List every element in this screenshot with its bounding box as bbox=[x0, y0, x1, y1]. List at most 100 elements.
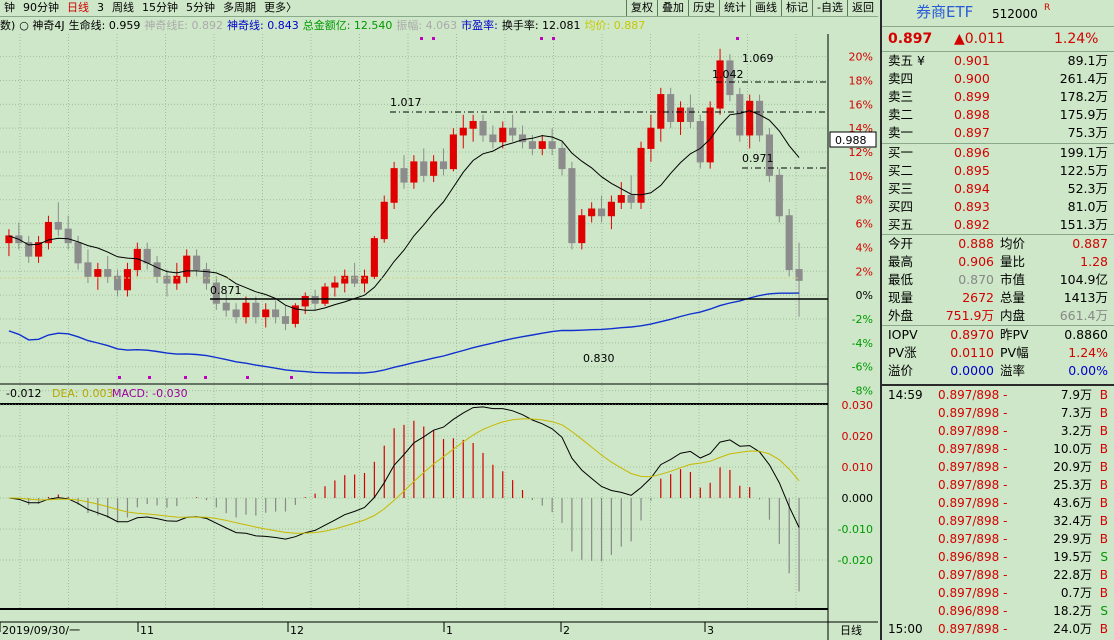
candle-body bbox=[449, 134, 457, 170]
ask-volume: 175.9万 bbox=[1059, 107, 1108, 122]
tick-price: 0.897/898 - bbox=[938, 514, 1008, 528]
price-axis-label: -6% bbox=[852, 361, 873, 374]
signal-marker bbox=[184, 376, 187, 379]
indicator-value: 神奇线E: 0.892 bbox=[144, 19, 223, 32]
period-tab[interactable]: 更多〉 bbox=[264, 1, 297, 14]
tick-side: B bbox=[1099, 478, 1108, 492]
kline-chart[interactable]: 20%18%16%14%12%10%8%6%4%2%0%-2%-4%-6%-8%… bbox=[0, 0, 878, 640]
stat-value: 1.28 bbox=[1080, 254, 1108, 269]
tick-list[interactable]: 14:59 0.897/898 -7.9万 B 0.897/898 -7.3万 B 0.8… bbox=[882, 384, 1114, 638]
candle-body bbox=[518, 134, 527, 143]
price-annotation: 0.971 bbox=[742, 152, 774, 165]
tick-side: B bbox=[1099, 532, 1108, 546]
price-annotation: 1.017 bbox=[390, 96, 422, 109]
candle-body bbox=[301, 296, 309, 307]
candle-body bbox=[262, 309, 270, 318]
date-axis-label: 12 bbox=[290, 624, 304, 637]
stat-label: 最高 bbox=[888, 254, 914, 269]
date-axis-label: 1 bbox=[446, 624, 453, 637]
candle-body bbox=[746, 100, 754, 136]
price-axis-label: 20% bbox=[849, 51, 873, 64]
toolbar-button[interactable]: 画线 bbox=[750, 0, 782, 16]
period-tab[interactable]: 5分钟 bbox=[186, 1, 215, 14]
security-code: 512000 bbox=[992, 7, 1038, 21]
candle-body bbox=[202, 269, 211, 284]
period-tab[interactable]: 15分钟 bbox=[142, 1, 178, 14]
candle-body bbox=[509, 127, 517, 136]
indicator-value: 总金额亿: 12.540 bbox=[302, 19, 393, 32]
candle-body bbox=[755, 100, 764, 136]
candle-body bbox=[272, 309, 280, 318]
chart-function-buttons: 复权 叠加 历史 统计 画线 标记 -自选 返回 bbox=[626, 0, 878, 16]
signal-marker bbox=[552, 37, 555, 40]
indicator-value: 振幅: 4.063 bbox=[396, 19, 458, 32]
ask-volume: 178.2万 bbox=[1059, 89, 1108, 104]
stat-value: 751.9万 bbox=[945, 308, 994, 323]
quote-row: 现量 2672 总量 1413万 bbox=[882, 289, 1114, 307]
stat-value: 1413万 bbox=[1063, 290, 1108, 305]
tick-price: 0.897/898 - bbox=[938, 424, 1008, 438]
toolbar-button[interactable]: 叠加 bbox=[657, 0, 689, 16]
tick-price: 0.897/898 - bbox=[938, 496, 1008, 510]
candle-body bbox=[311, 296, 319, 304]
tick-volume: 29.9万 bbox=[1053, 532, 1092, 546]
quote-row: 最高 0.906 量比 1.28 bbox=[882, 253, 1114, 271]
candle-body bbox=[341, 275, 349, 284]
tick-volume: 25.3万 bbox=[1053, 478, 1092, 492]
candle-body bbox=[489, 134, 497, 143]
period-tab[interactable]: 90分钟 bbox=[23, 1, 59, 14]
quote-row: PV涨 0.0110 PV幅 1.24% bbox=[882, 344, 1114, 362]
toolbar-button[interactable]: 标记 bbox=[781, 0, 813, 16]
period-tab[interactable]: 周线 bbox=[112, 1, 134, 14]
stat-value: 0.0000 bbox=[950, 363, 994, 378]
ask-label: 卖三 bbox=[888, 89, 914, 104]
stat-value: 661.4万 bbox=[1059, 308, 1108, 323]
tick-price: 0.897/898 - bbox=[938, 622, 1008, 636]
signal-marker bbox=[118, 376, 121, 379]
security-name[interactable]: 券商ETF bbox=[916, 3, 974, 21]
stat-label: 外盘 bbox=[888, 308, 914, 323]
long-ma-line bbox=[8, 292, 800, 374]
ask-label: 卖五 ¥ bbox=[888, 53, 925, 68]
stat-label: 昨PV bbox=[1000, 327, 1029, 342]
stat-value: 0.888 bbox=[958, 236, 994, 251]
period-tab[interactable]: 多周期 bbox=[223, 1, 256, 14]
price-axis-label: 8% bbox=[856, 194, 873, 207]
tick-side: B bbox=[1099, 406, 1108, 420]
tick-price: 0.897/898 - bbox=[938, 568, 1008, 582]
quote-row: 0.896/898 - 19.5万 S bbox=[882, 548, 1114, 566]
bid-volume: 52.3万 bbox=[1067, 181, 1108, 196]
price-annotation: 1.069 bbox=[742, 52, 774, 65]
tick-price: 0.897/898 - bbox=[938, 532, 1008, 546]
candle-body bbox=[736, 94, 744, 136]
toolbar-button[interactable]: 复权 bbox=[626, 0, 658, 16]
bid-price: 0.896 bbox=[954, 145, 990, 160]
ask-label: 卖一 bbox=[888, 125, 914, 140]
signal-marker bbox=[736, 37, 739, 40]
tick-price: 0.897/898 - bbox=[938, 442, 1008, 456]
quote-row: 买三 0.894 52.3万 bbox=[882, 180, 1114, 198]
date-axis-label: 3 bbox=[707, 624, 714, 637]
toolbar-button[interactable]: 返回 bbox=[847, 0, 878, 16]
price-change: ▲0.011 bbox=[954, 31, 1005, 47]
period-tab[interactable]: 3 bbox=[97, 1, 104, 14]
candle-body bbox=[459, 127, 467, 136]
period-tab[interactable]: 钟 bbox=[4, 1, 15, 14]
candle-body bbox=[380, 201, 388, 240]
toolbar-button[interactable]: -自选 bbox=[812, 0, 847, 16]
tick-price: 0.897/898 - bbox=[938, 406, 1008, 420]
stat-value: 104.9亿 bbox=[1059, 272, 1108, 287]
price-annotation: 0.830 bbox=[583, 352, 615, 365]
period-tab[interactable]: 日线 bbox=[67, 1, 89, 14]
stat-label: 均价 bbox=[1000, 236, 1026, 251]
toolbar-button[interactable]: 统计 bbox=[719, 0, 751, 16]
macd-dea-line bbox=[8, 418, 800, 534]
indicator-value: 市盈率: bbox=[461, 19, 498, 32]
tick-volume: 18.2万 bbox=[1053, 604, 1092, 618]
ma-line bbox=[8, 110, 800, 311]
candle-body bbox=[212, 282, 220, 304]
tick-side: B bbox=[1099, 514, 1108, 528]
order-book: 卖五 ¥ 0.901 89.1万 卖四 0.900 261.4万 卖三 0.899 178.2万… bbox=[882, 52, 1114, 234]
quote-row: 0.897/898 - 3.2万 B bbox=[882, 422, 1114, 440]
toolbar-button[interactable]: 历史 bbox=[688, 0, 720, 16]
